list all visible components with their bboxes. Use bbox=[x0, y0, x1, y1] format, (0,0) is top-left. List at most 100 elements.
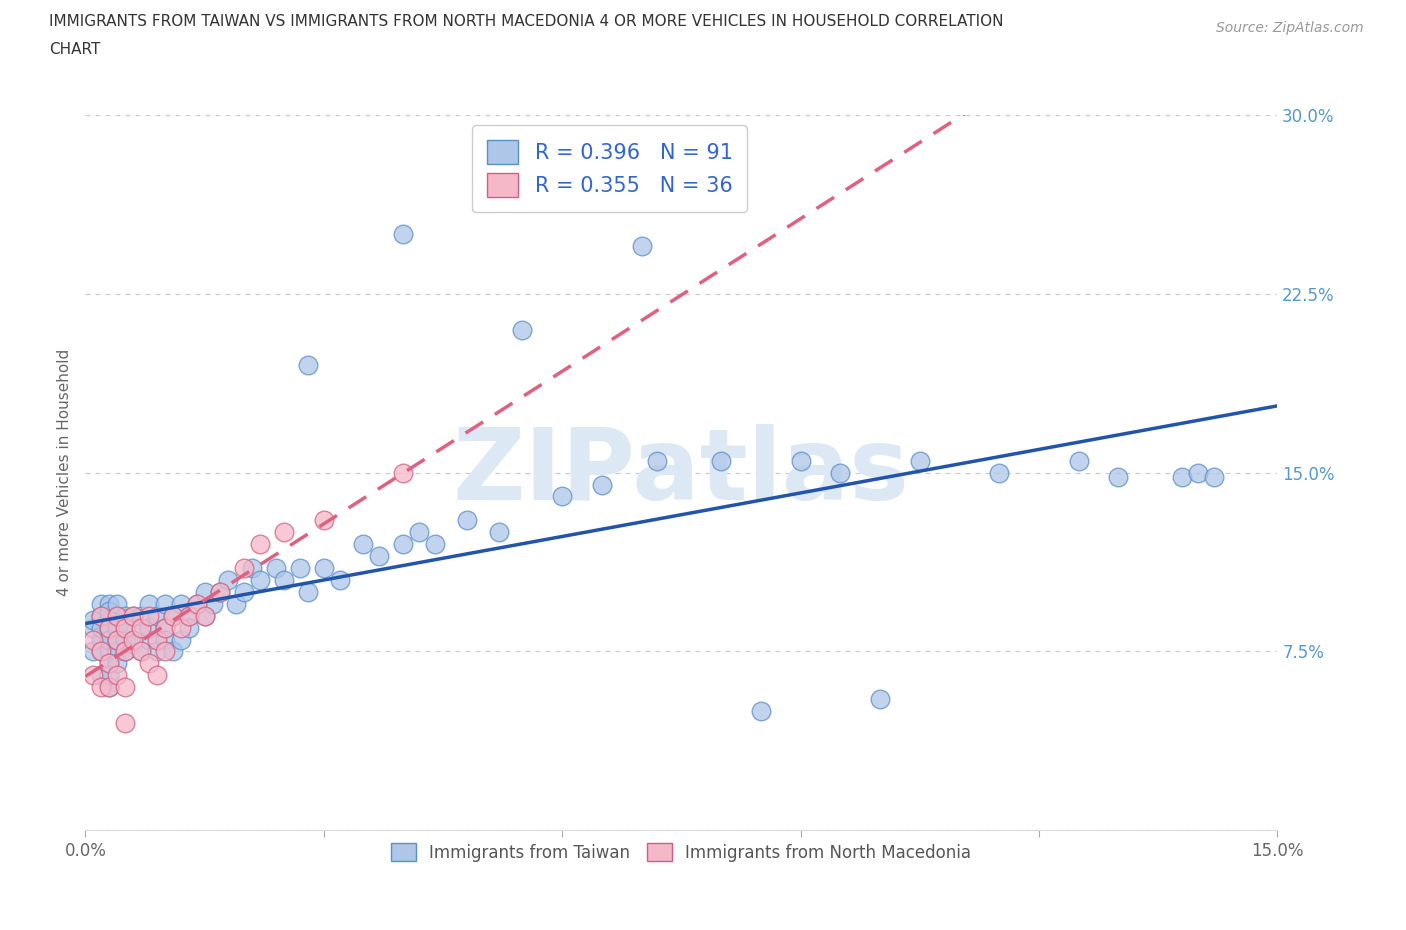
Point bbox=[488, 525, 510, 539]
Point bbox=[233, 561, 256, 576]
Point bbox=[129, 644, 152, 659]
Point bbox=[122, 608, 145, 623]
Point bbox=[138, 608, 160, 623]
Point bbox=[98, 680, 121, 695]
Point bbox=[630, 239, 652, 254]
Point bbox=[82, 644, 104, 659]
Point bbox=[353, 537, 375, 551]
Point bbox=[90, 644, 112, 659]
Point bbox=[129, 608, 152, 623]
Point bbox=[98, 632, 121, 647]
Point bbox=[273, 573, 295, 588]
Point bbox=[90, 608, 112, 623]
Point bbox=[153, 644, 176, 659]
Point bbox=[122, 632, 145, 647]
Point bbox=[456, 512, 478, 527]
Point bbox=[177, 608, 200, 623]
Point bbox=[82, 668, 104, 683]
Point bbox=[122, 637, 145, 652]
Point bbox=[423, 537, 446, 551]
Point bbox=[98, 608, 121, 623]
Point bbox=[288, 561, 311, 576]
Point bbox=[591, 477, 613, 492]
Point bbox=[329, 573, 352, 588]
Point bbox=[233, 584, 256, 599]
Legend: Immigrants from Taiwan, Immigrants from North Macedonia: Immigrants from Taiwan, Immigrants from … bbox=[384, 836, 979, 869]
Point bbox=[105, 656, 128, 671]
Point bbox=[90, 644, 112, 659]
Point bbox=[1187, 465, 1209, 480]
Point bbox=[186, 596, 208, 611]
Point bbox=[162, 608, 184, 623]
Y-axis label: 4 or more Vehicles in Household: 4 or more Vehicles in Household bbox=[58, 349, 72, 596]
Point bbox=[908, 453, 931, 468]
Point bbox=[138, 632, 160, 647]
Point bbox=[789, 453, 811, 468]
Point bbox=[90, 596, 112, 611]
Point bbox=[129, 644, 152, 659]
Point bbox=[1202, 470, 1225, 485]
Point bbox=[122, 632, 145, 647]
Point bbox=[264, 561, 287, 576]
Point bbox=[749, 704, 772, 719]
Point bbox=[90, 668, 112, 683]
Point bbox=[105, 596, 128, 611]
Point bbox=[90, 620, 112, 635]
Point bbox=[710, 453, 733, 468]
Point bbox=[162, 644, 184, 659]
Point bbox=[114, 715, 136, 730]
Point bbox=[408, 525, 430, 539]
Point bbox=[105, 632, 128, 647]
Point bbox=[98, 644, 121, 659]
Point bbox=[170, 596, 193, 611]
Point bbox=[98, 680, 121, 695]
Point bbox=[988, 465, 1011, 480]
Point bbox=[297, 584, 319, 599]
Text: Source: ZipAtlas.com: Source: ZipAtlas.com bbox=[1216, 21, 1364, 35]
Text: IMMIGRANTS FROM TAIWAN VS IMMIGRANTS FROM NORTH MACEDONIA 4 OR MORE VEHICLES IN : IMMIGRANTS FROM TAIWAN VS IMMIGRANTS FRO… bbox=[49, 14, 1004, 29]
Point bbox=[114, 620, 136, 635]
Point bbox=[146, 668, 169, 683]
Point bbox=[209, 584, 232, 599]
Point bbox=[82, 613, 104, 628]
Point bbox=[647, 453, 669, 468]
Point bbox=[98, 596, 121, 611]
Point bbox=[114, 644, 136, 659]
Point bbox=[170, 632, 193, 647]
Point bbox=[114, 620, 136, 635]
Point bbox=[225, 596, 247, 611]
Point bbox=[209, 584, 232, 599]
Point bbox=[1107, 470, 1129, 485]
Point bbox=[273, 525, 295, 539]
Point bbox=[869, 692, 891, 707]
Point bbox=[82, 620, 104, 635]
Point bbox=[1171, 470, 1194, 485]
Point bbox=[830, 465, 852, 480]
Point bbox=[105, 620, 128, 635]
Point bbox=[146, 632, 169, 647]
Point bbox=[98, 656, 121, 671]
Point bbox=[138, 620, 160, 635]
Point bbox=[138, 596, 160, 611]
Point bbox=[122, 608, 145, 623]
Point bbox=[392, 227, 415, 242]
Point bbox=[170, 620, 193, 635]
Point bbox=[146, 608, 169, 623]
Point bbox=[129, 620, 152, 635]
Point bbox=[1067, 453, 1090, 468]
Point bbox=[105, 668, 128, 683]
Point bbox=[153, 620, 176, 635]
Point bbox=[193, 608, 215, 623]
Point bbox=[392, 465, 415, 480]
Point bbox=[312, 512, 335, 527]
Point bbox=[114, 608, 136, 623]
Point bbox=[146, 644, 169, 659]
Point bbox=[162, 608, 184, 623]
Point bbox=[186, 596, 208, 611]
Point bbox=[105, 608, 128, 623]
Point bbox=[177, 620, 200, 635]
Text: ZIPatlas: ZIPatlas bbox=[453, 424, 910, 521]
Point bbox=[90, 680, 112, 695]
Point bbox=[392, 537, 415, 551]
Point bbox=[90, 608, 112, 623]
